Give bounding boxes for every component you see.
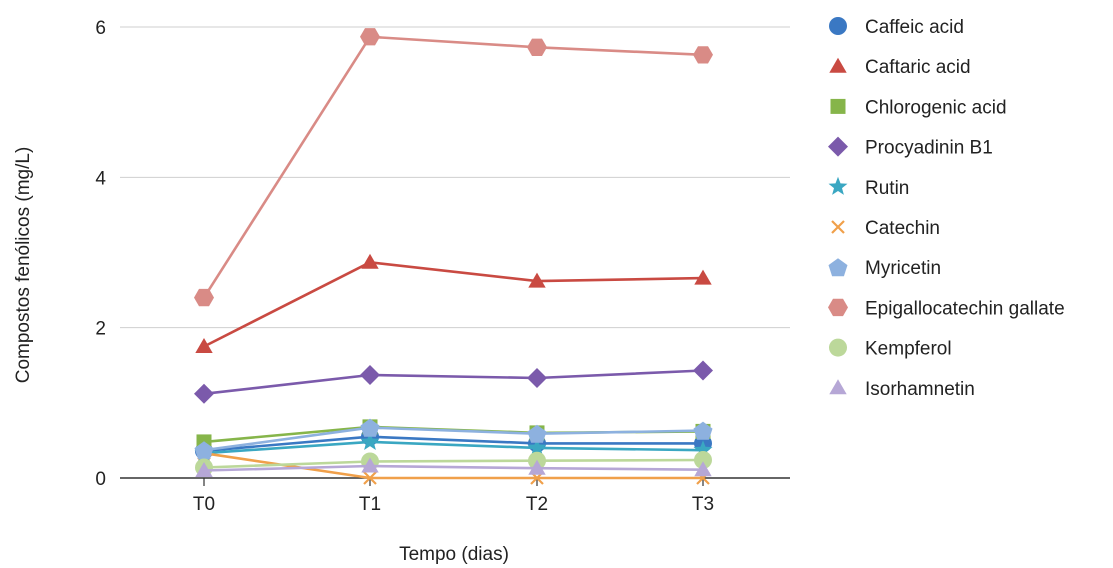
data-point <box>528 272 546 288</box>
data-point <box>527 38 547 56</box>
data-point <box>194 441 214 460</box>
legend-marker <box>828 136 848 157</box>
legend-marker <box>828 258 848 277</box>
series-line <box>203 440 704 455</box>
y-tick-label: 4 <box>95 168 106 189</box>
y-tick-label: 2 <box>95 319 106 340</box>
series-isorhamnetin <box>195 457 712 477</box>
legend-label: Myricetin <box>865 258 941 279</box>
x-tick-labels: T0 T1 T2 T3 <box>193 478 714 515</box>
legend-label: Rutin <box>865 178 909 199</box>
data-point <box>527 368 547 388</box>
data-point <box>195 462 213 477</box>
legend-item-rutin: Rutin <box>828 176 909 199</box>
y-axis-title: Compostos fenólicos (mg/L) <box>13 147 34 384</box>
legend-label: Epigallocatechin gallate <box>865 298 1065 319</box>
series-line <box>203 426 704 452</box>
series-caftaric-acid <box>195 253 712 353</box>
data-point <box>360 418 380 437</box>
y-tick-label: 0 <box>95 469 106 490</box>
series-line <box>203 458 704 469</box>
legend-marker <box>829 57 847 73</box>
legend-item-procyadinin-b1: Procyadinin B1 <box>828 136 993 159</box>
legend-item-caftaric-acid: Caftaric acid <box>829 57 971 78</box>
series-procyadinin-b1 <box>194 360 713 404</box>
legend-marker <box>829 338 847 357</box>
series-line <box>203 369 704 396</box>
y-tick-label: 6 <box>95 18 106 39</box>
legend-label: Caftaric acid <box>865 57 971 78</box>
legend-label: Kempferol <box>865 339 952 360</box>
x-tick-label: T1 <box>359 494 381 515</box>
legend-item-epigallocatechin-gallate: Epigallocatechin gallate <box>828 298 1065 319</box>
legend-label: Catechin <box>865 218 940 239</box>
data-point <box>693 360 713 381</box>
data-point <box>527 437 547 456</box>
data-point <box>361 253 379 269</box>
legend-item-kempferol: Kempferol <box>829 338 952 360</box>
legend-marker <box>831 220 845 234</box>
data-point <box>693 440 713 459</box>
y-tick-labels: 0 2 4 6 <box>95 18 106 490</box>
data-point <box>195 338 213 353</box>
series-line <box>202 35 704 299</box>
series-line <box>203 435 703 453</box>
data-point <box>694 269 712 285</box>
legend-label: Procyadinin B1 <box>865 138 993 159</box>
x-tick-label: T3 <box>692 494 714 515</box>
legend-label: Isorhamnetin <box>865 379 975 400</box>
series-line <box>203 260 704 348</box>
data-point <box>361 457 379 473</box>
legend-marker <box>830 98 846 114</box>
series-myricetin <box>194 418 713 460</box>
x-tick-label: T2 <box>526 494 548 515</box>
legend-label: Chlorogenic acid <box>865 97 1007 118</box>
series-layer <box>194 28 713 485</box>
data-point <box>360 431 380 450</box>
legend-item-myricetin: Myricetin <box>828 258 941 279</box>
data-point <box>527 424 547 443</box>
legend-item-caffeic-acid: Caffeic acid <box>829 17 964 38</box>
data-point <box>360 28 380 46</box>
legend-marker <box>829 17 847 35</box>
legend-marker <box>828 176 848 195</box>
data-point <box>528 459 546 475</box>
data-point <box>360 365 380 385</box>
series-line <box>203 464 704 472</box>
legend-marker <box>828 298 848 317</box>
legend-item-catechin: Catechin <box>831 218 940 239</box>
grid-lines <box>120 26 790 479</box>
data-point <box>194 383 214 404</box>
data-point <box>194 288 214 307</box>
data-point <box>693 421 713 440</box>
legend-label: Caffeic acid <box>865 17 964 38</box>
legend-item-chlorogenic-acid: Chlorogenic acid <box>830 97 1007 118</box>
series-epigallocatechin-gallate <box>194 28 713 307</box>
data-point <box>363 471 377 485</box>
x-axis-title: Tempo (dias) <box>399 544 509 565</box>
legend-marker <box>829 379 847 395</box>
x-tick-label: T0 <box>193 494 215 515</box>
data-point <box>694 461 712 477</box>
legend: Caffeic acid Caftaric acid Chlorogenic aci… <box>828 17 1065 400</box>
data-point <box>693 46 713 64</box>
data-point <box>694 450 712 469</box>
legend-item-isorhamnetin: Isorhamnetin <box>829 379 975 400</box>
